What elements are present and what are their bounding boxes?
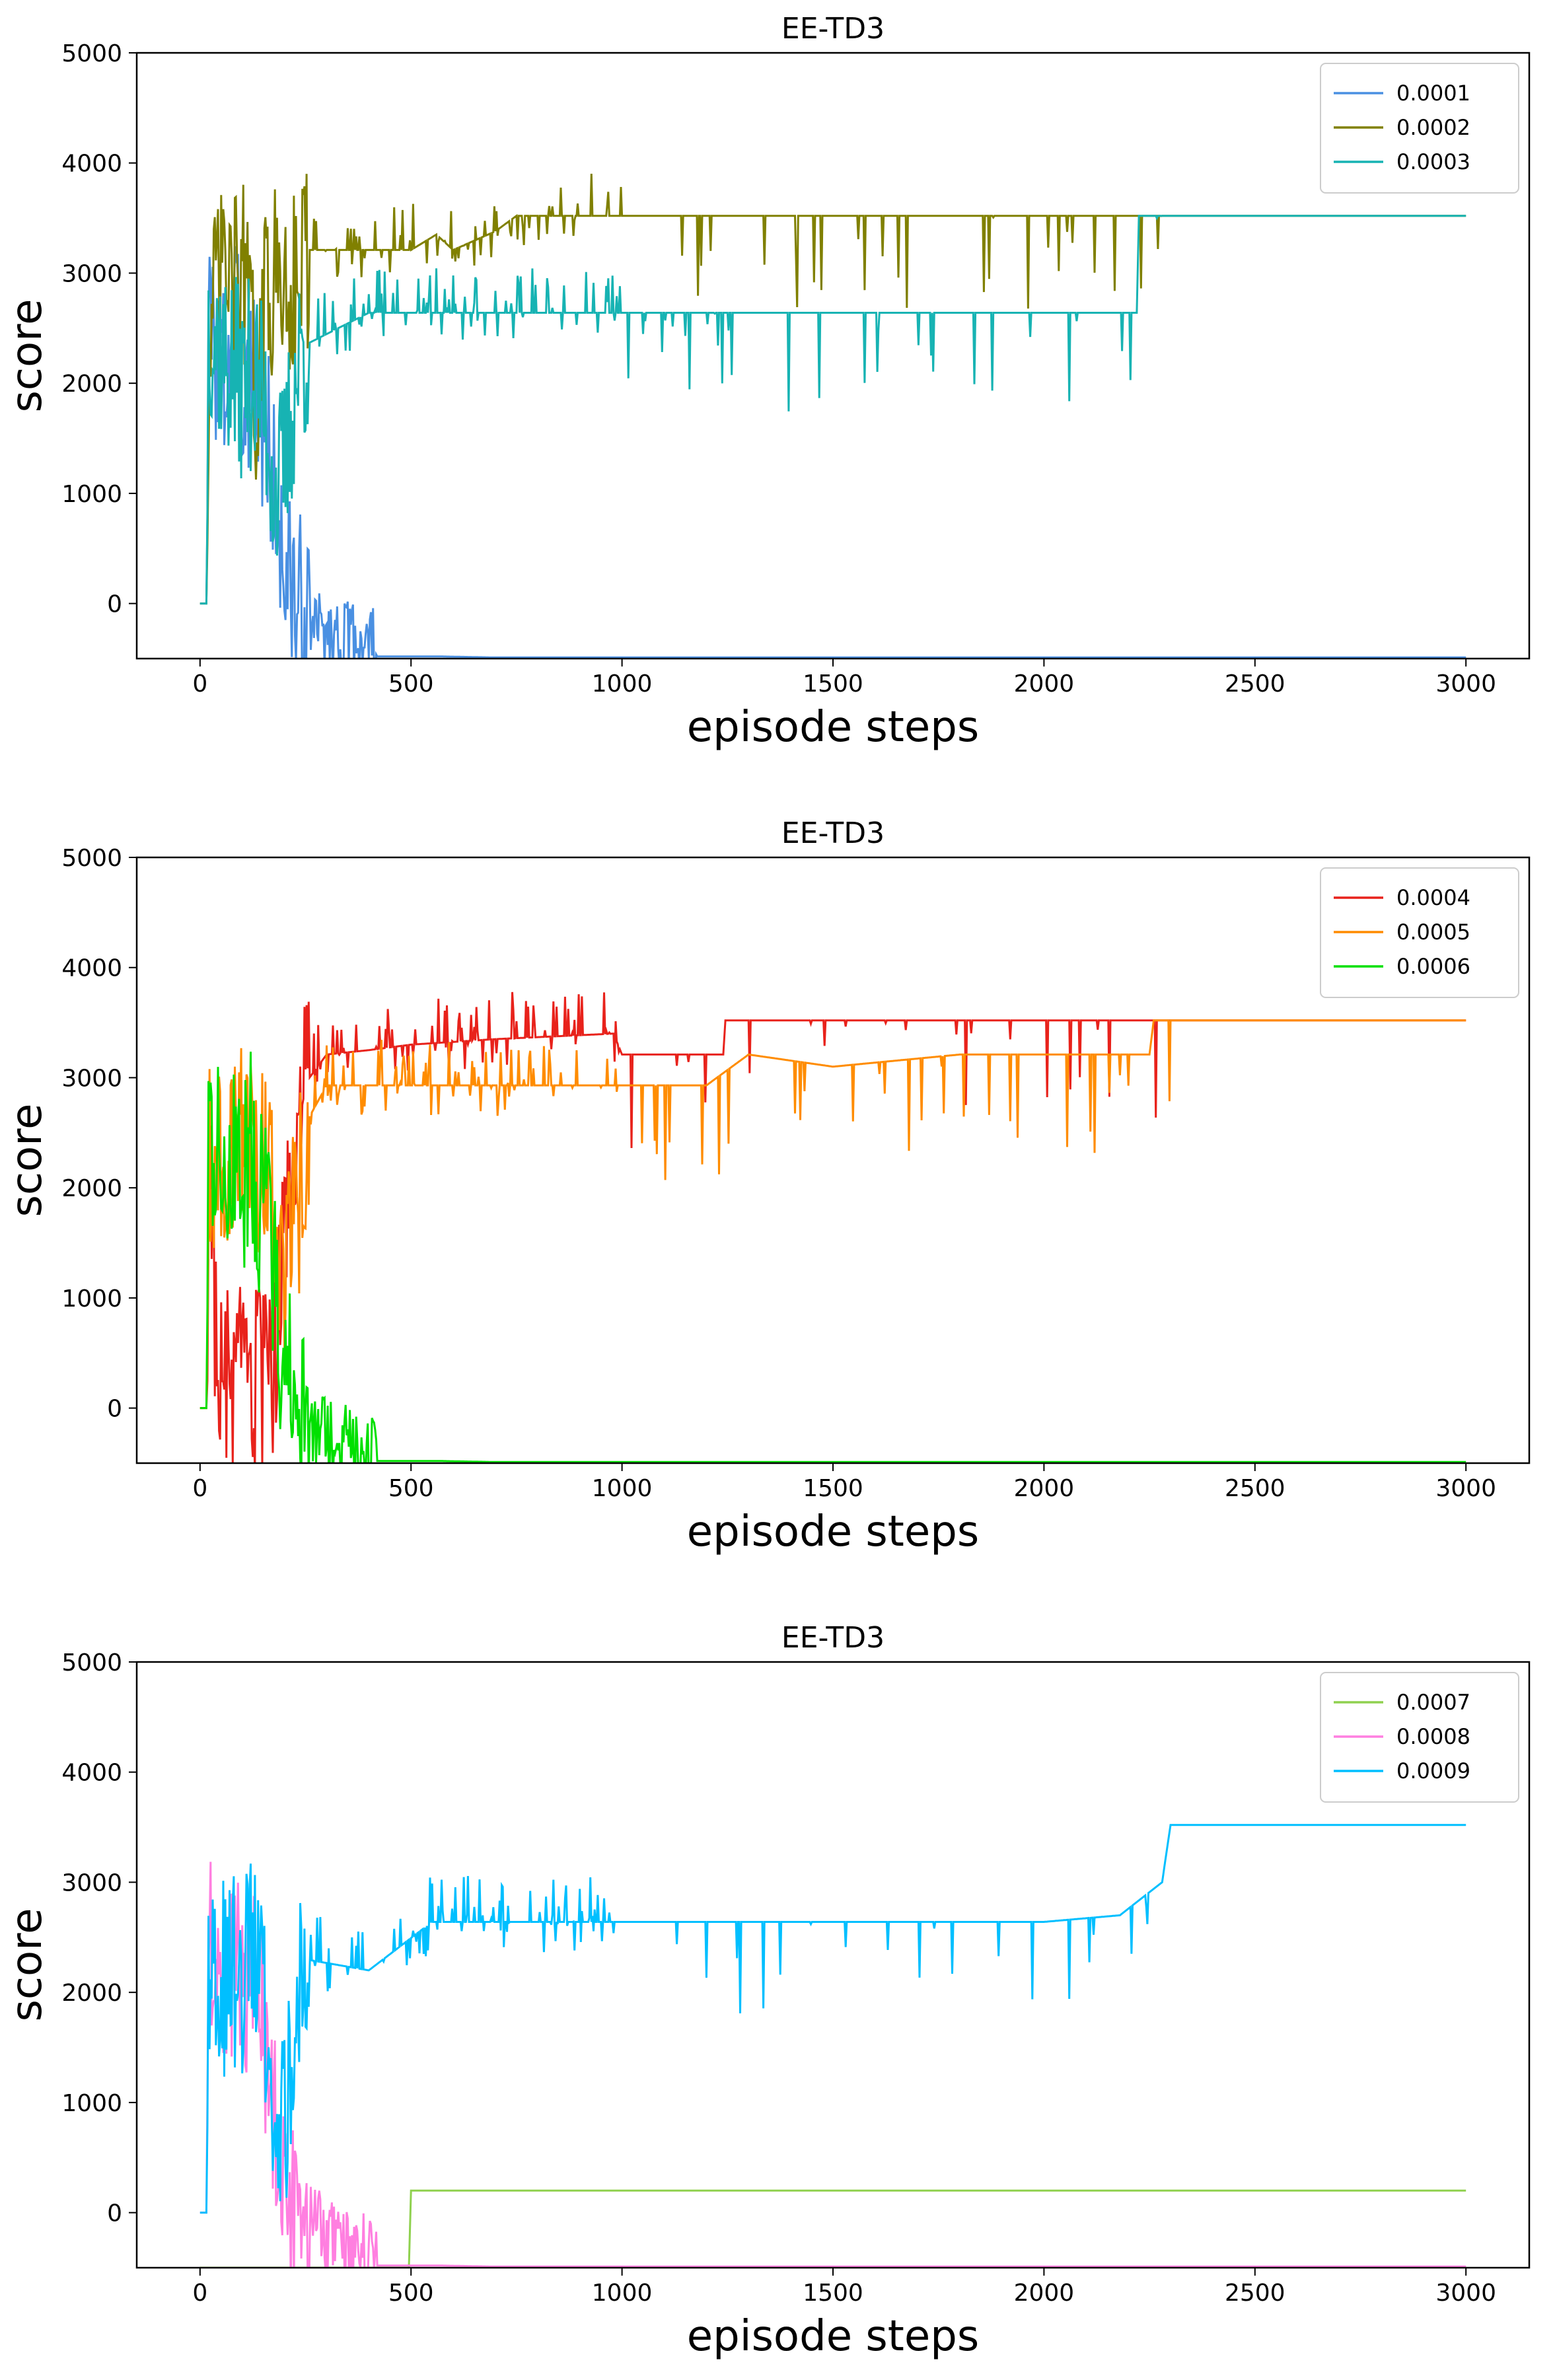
y-tick-label: 4000 <box>61 955 122 982</box>
series-line-0.0004 <box>199 992 1466 1463</box>
y-tick-label: 3000 <box>61 260 122 287</box>
series-line-0.0002 <box>199 173 1466 605</box>
series-0.0005 <box>199 1019 1466 1410</box>
x-axis-title: episode steps <box>687 2312 979 2361</box>
y-tick-label: 4000 <box>61 1760 122 1787</box>
x-tick-label: 1000 <box>592 1475 653 1502</box>
series-0.0007 <box>199 2189 1466 2268</box>
y-tick-label: 0 <box>107 1396 122 1423</box>
series-0.0002 <box>199 173 1466 605</box>
legend-label: 0.0007 <box>1396 1690 1470 1715</box>
y-tick-label: 5000 <box>61 1649 122 1677</box>
series-line-0.0003 <box>199 215 1466 605</box>
y-tick-label: 0 <box>107 2200 122 2227</box>
y-tick-label: 5000 <box>61 845 122 872</box>
x-axis-title: episode steps <box>687 1507 979 1556</box>
series-line-0.0009 <box>199 1824 1466 2214</box>
series-line-0.0005 <box>199 1019 1466 1410</box>
x-tick-label: 500 <box>388 2280 434 2307</box>
series-line-0.0007 <box>199 2189 1466 2268</box>
x-tick-label: 1500 <box>803 1475 863 1502</box>
x-tick-label: 2500 <box>1225 1475 1285 1502</box>
x-tick-label: 2000 <box>1014 670 1075 698</box>
y-tick-label: 2000 <box>61 1175 122 1202</box>
y-axis-title: score <box>3 1104 52 1217</box>
legend-box <box>1320 867 1519 998</box>
plot-area <box>199 992 1466 1463</box>
series-0.0006 <box>199 1052 1466 1463</box>
y-tick-label: 4000 <box>61 151 122 178</box>
x-tick-label: 3000 <box>1435 1475 1496 1502</box>
legend-label: 0.0005 <box>1396 920 1470 945</box>
legend-label: 0.0002 <box>1396 115 1470 140</box>
series-0.0008 <box>199 1861 1466 2268</box>
plot-area <box>199 1824 1466 2268</box>
chart-2: EE-TD3 0 500 1000 1500 2000 2500 3000 0 1000 2000 3… <box>3 816 1531 1556</box>
series-0.0003 <box>199 215 1466 605</box>
legend: 0.0004 0.0005 0.0006 <box>1320 867 1519 998</box>
chart-title: EE-TD3 <box>781 1621 885 1655</box>
x-tick-label: 1000 <box>592 670 653 698</box>
x-tick-label: 3000 <box>1435 670 1496 698</box>
legend-label: 0.0006 <box>1396 954 1470 979</box>
y-tick-label: 2000 <box>61 1980 122 2007</box>
legend-label: 0.0008 <box>1396 1724 1470 1749</box>
legend-label: 0.0009 <box>1396 1758 1470 1784</box>
x-tick-label: 2500 <box>1225 2280 1285 2307</box>
x-axis-title: episode steps <box>687 703 979 752</box>
legend-box <box>1320 1672 1519 1803</box>
x-tick-label: 2500 <box>1225 670 1285 698</box>
x-tick-label: 2000 <box>1014 2280 1075 2307</box>
chart-title: EE-TD3 <box>781 12 885 46</box>
series-line-0.0008 <box>199 1861 1466 2268</box>
legend-label: 0.0004 <box>1396 885 1470 910</box>
y-tick-label: 1000 <box>61 481 122 508</box>
chart-title: EE-TD3 <box>781 816 885 850</box>
x-tick-label: 1500 <box>803 2280 863 2307</box>
x-tick-label: 3000 <box>1435 2280 1496 2307</box>
legend-label: 0.0003 <box>1396 149 1470 174</box>
y-tick-label: 1000 <box>61 1285 122 1313</box>
y-tick-label: 1000 <box>61 2090 122 2117</box>
x-tick-label: 1000 <box>592 2280 653 2307</box>
plot-area <box>199 173 1466 659</box>
series-line-0.0006 <box>199 1052 1466 1463</box>
y-axis-title: score <box>3 299 52 413</box>
chart-1: EE-TD3 0 500 1000 1500 2000 2500 3000 0 1000 2000 3… <box>3 12 1531 752</box>
x-tick-label: 0 <box>192 670 207 698</box>
x-tick-label: 0 <box>192 2280 207 2307</box>
legend-label: 0.0001 <box>1396 81 1470 106</box>
series-0.0001 <box>199 246 1466 659</box>
legend: 0.0007 0.0008 0.0009 <box>1320 1672 1519 1803</box>
series-0.0004 <box>199 992 1466 1463</box>
y-tick-label: 3000 <box>61 1869 122 1896</box>
legend-box <box>1320 63 1519 194</box>
y-tick-label: 2000 <box>61 371 122 398</box>
series-0.0009 <box>199 1824 1466 2214</box>
x-tick-label: 2000 <box>1014 1475 1075 1502</box>
x-tick-label: 500 <box>388 1475 434 1502</box>
y-tick-label: 0 <box>107 591 122 618</box>
y-axis-title: score <box>3 1908 52 2022</box>
y-tick-label: 3000 <box>61 1065 122 1092</box>
legend: 0.0001 0.0002 0.0003 <box>1320 63 1519 194</box>
chart-3: EE-TD3 0 500 1000 1500 2000 2500 3000 0 1000 2000 3… <box>3 1621 1531 2361</box>
x-tick-label: 500 <box>388 670 434 698</box>
x-tick-label: 1500 <box>803 670 863 698</box>
series-line-0.0001 <box>199 246 1466 659</box>
y-tick-label: 5000 <box>61 40 122 67</box>
x-tick-label: 0 <box>192 1475 207 1502</box>
